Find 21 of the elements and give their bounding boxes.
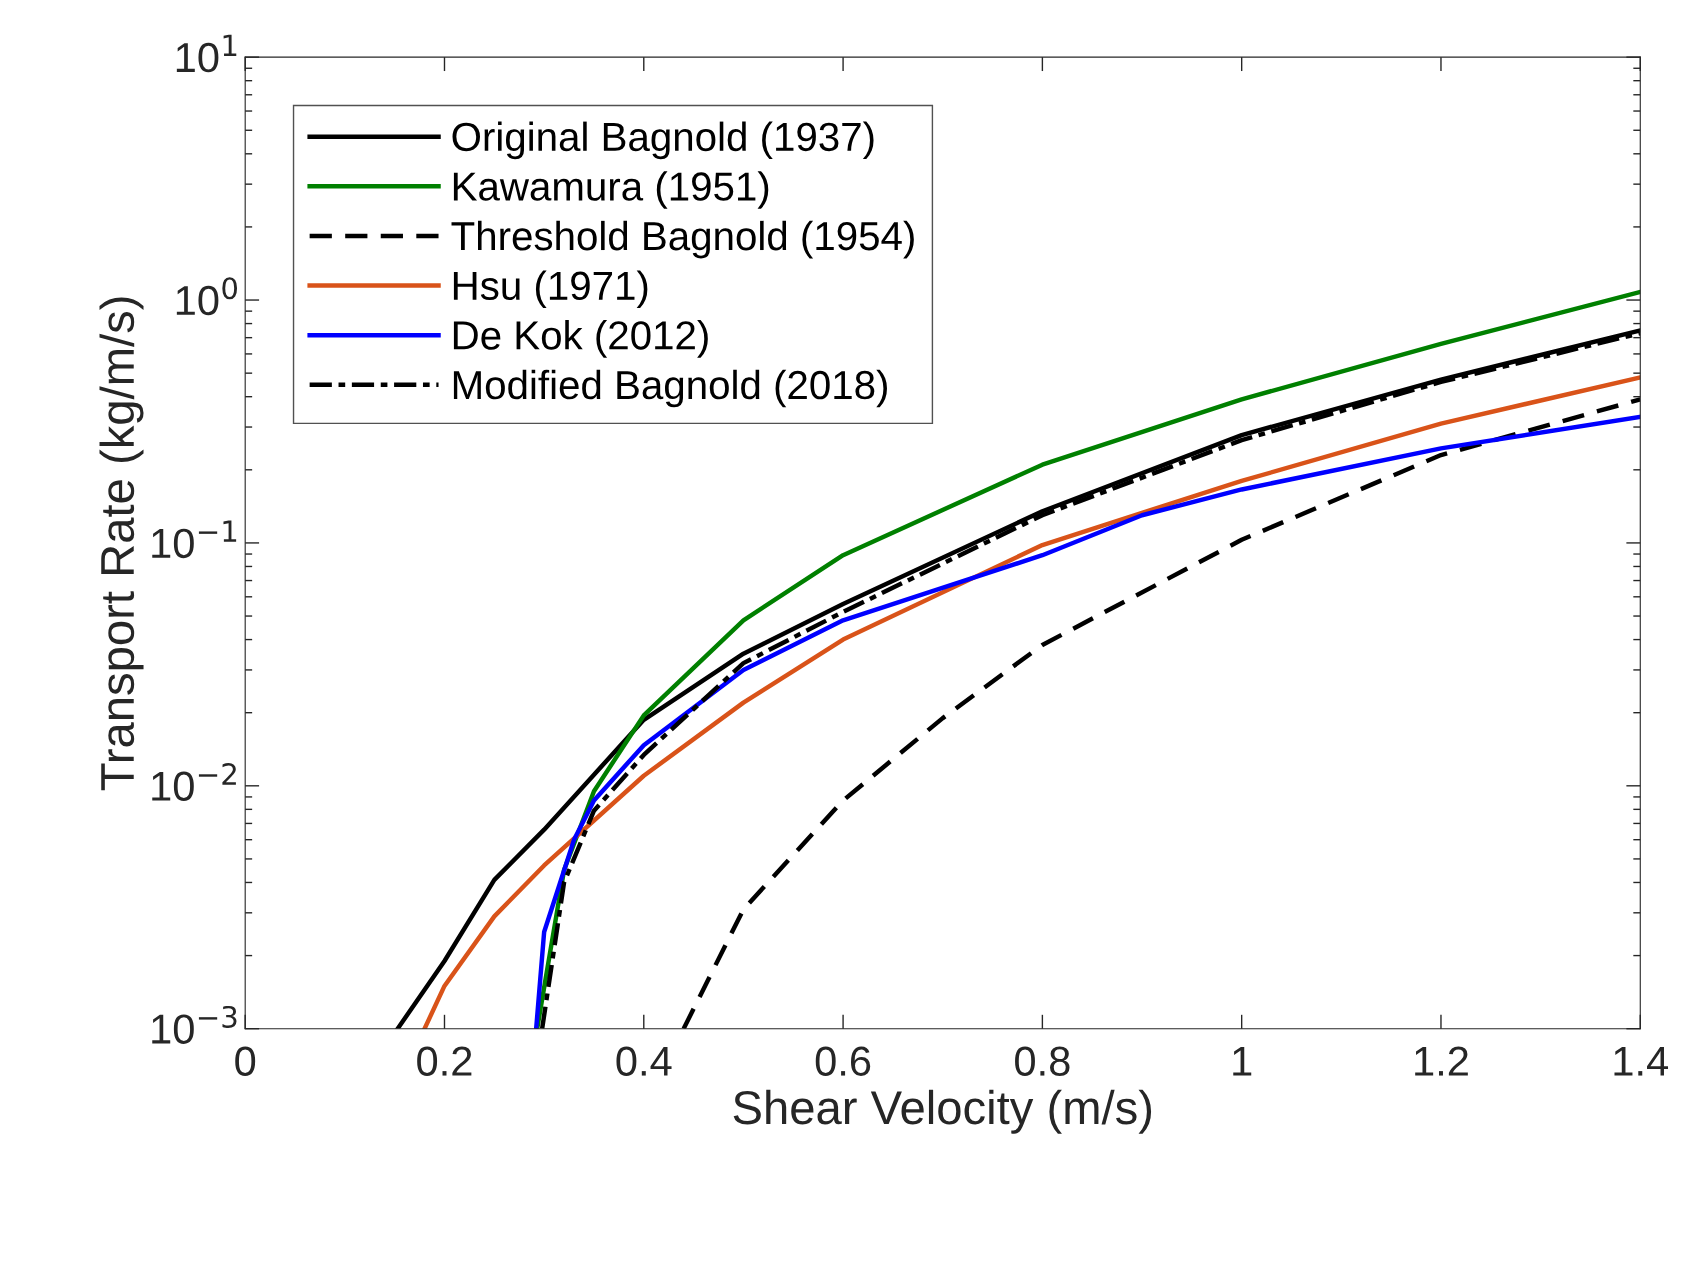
legend-label: Kawamura (1951) [453, 171, 769, 209]
legend-label: Hsu (1971) [453, 270, 648, 309]
x-axis-title: Shear Velocity (m/s) [733, 1089, 1152, 1134]
legend-label: De Kok (2012) [453, 320, 708, 358]
x-tick-label: 0.6 [815, 1046, 871, 1076]
y-tick-label: 10$^{1}$ [176, 34, 237, 73]
y-tick-label: 10$^{−2}$ [152, 762, 236, 801]
x-tick-label: 1.4 [1614, 1046, 1669, 1076]
x-tick-label: 0.4 [616, 1046, 672, 1076]
x-tick-label: 0 [235, 1046, 256, 1076]
legend-label: Original Bagnold (1937) [452, 121, 874, 160]
x-tick-label: 0.8 [1015, 1046, 1070, 1076]
y-tick-label: 10$^{0}$ [176, 277, 238, 316]
y-tick-label: 10$^{−3}$ [152, 1005, 237, 1044]
y-tick-label: 10$^{−1}$ [152, 520, 237, 559]
x-tick-label: 1 [1233, 1046, 1252, 1076]
y-axis-title: Transport Rate (kg/m/s) [99, 297, 144, 791]
x-tick-label: 1.2 [1415, 1046, 1468, 1076]
legend-label: Threshold Bagnold (1954) [451, 220, 914, 259]
legend-label: Modified Bagnold (2018) [453, 369, 887, 408]
x-tick-label: 0.2 [417, 1046, 472, 1076]
